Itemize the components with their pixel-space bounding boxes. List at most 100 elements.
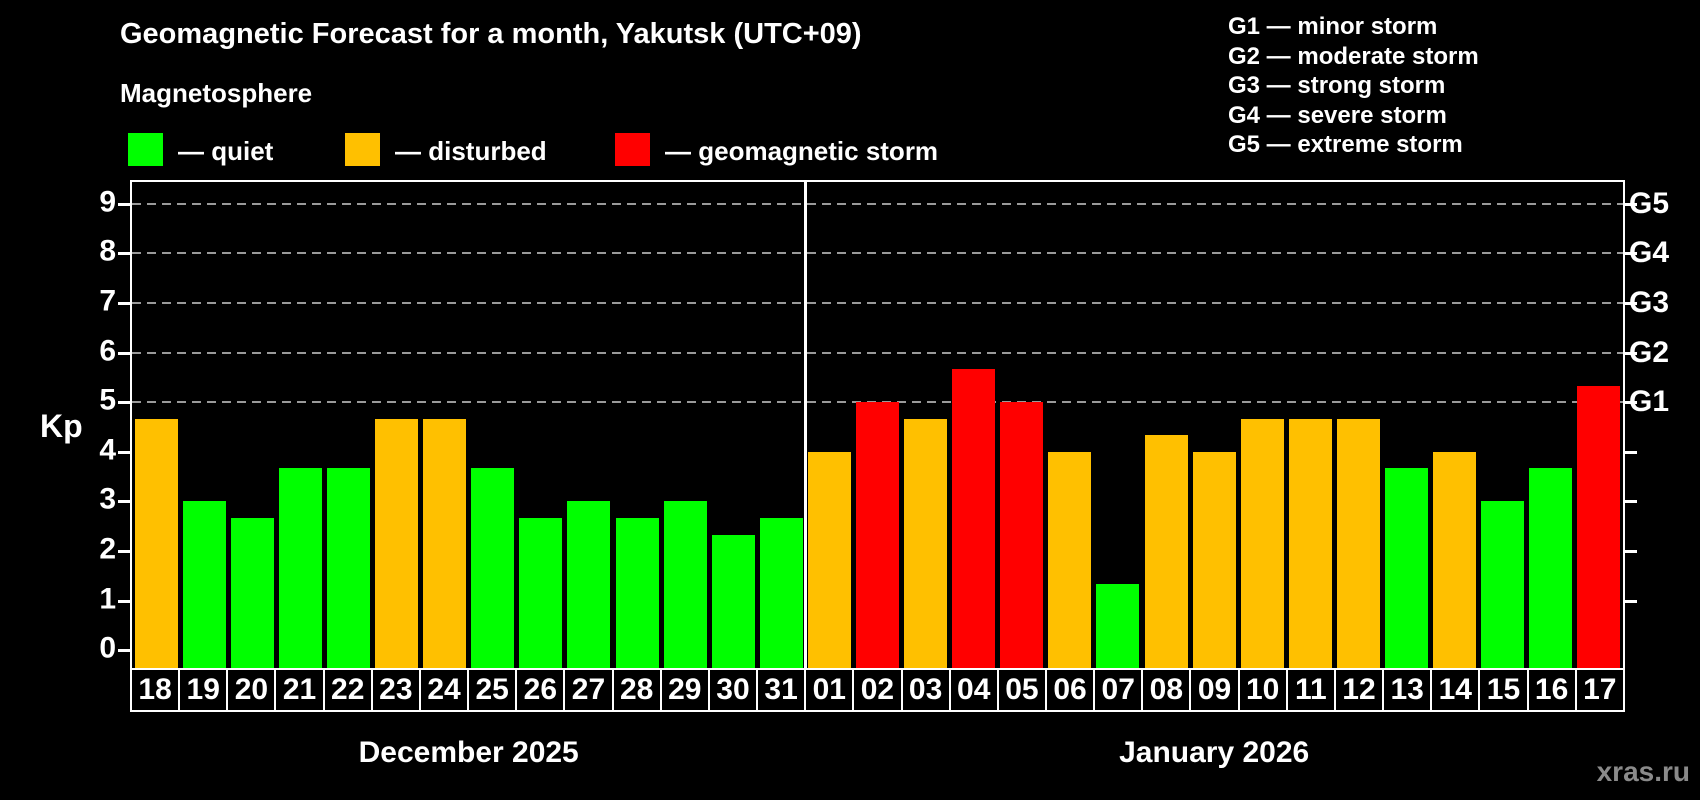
y-tick-label-5: 5	[99, 383, 116, 417]
right-tick-3	[1625, 500, 1637, 504]
y-tick-label-2: 2	[99, 532, 116, 566]
y-tick-label-0: 0	[99, 631, 116, 665]
kp-bar-10	[1240, 418, 1284, 668]
month-separator-line	[803, 182, 807, 668]
day-label-03: 03	[900, 668, 951, 712]
kp-bar-31	[759, 517, 803, 668]
y-axis-label: Kp	[40, 408, 83, 444]
gridline-kp8	[132, 252, 1623, 255]
kp-bar-06	[1048, 451, 1092, 668]
g2-legend-line: G2 — moderate storm	[1228, 42, 1479, 70]
day-label-06: 06	[1044, 668, 1096, 712]
y-tick-9	[118, 202, 130, 206]
gridline-kp6	[132, 351, 1623, 354]
kp-bar-02	[856, 402, 899, 668]
y-tick-0	[118, 649, 130, 653]
y-tick-label-7: 7	[99, 284, 116, 318]
kp-bar-12	[1336, 418, 1380, 668]
g-axis-label-G1: G1	[1629, 385, 1670, 419]
right-tick-7	[1625, 302, 1637, 305]
kp-bar-11	[1288, 418, 1332, 668]
day-label-09: 09	[1189, 668, 1240, 712]
month-label-december: December 2025	[358, 736, 579, 769]
day-label-26: 26	[515, 668, 566, 712]
day-label-29: 29	[659, 668, 710, 712]
y-tick-2	[118, 549, 130, 553]
day-label-17: 17	[1574, 668, 1625, 712]
g5-legend-line: G5 — extreme storm	[1228, 131, 1463, 158]
day-label-05: 05	[996, 668, 1047, 712]
kp-bar-20	[230, 517, 274, 668]
right-tick-9	[1625, 202, 1637, 206]
quiet-legend-label: — quiet	[178, 136, 274, 166]
y-tick-label-6: 6	[99, 334, 116, 368]
kp-bar-26	[519, 517, 563, 668]
y-tick-6	[118, 351, 130, 355]
day-label-28: 28	[611, 668, 662, 712]
kp-bar-25	[471, 468, 515, 668]
y-tick-3	[118, 500, 130, 504]
gridline-kp7	[132, 302, 1623, 304]
right-tick-5	[1625, 401, 1637, 405]
day-label-11: 11	[1285, 668, 1336, 712]
kp-bar-24	[423, 418, 467, 668]
day-label-30: 30	[707, 668, 759, 712]
kp-bar-09	[1192, 451, 1236, 668]
kp-bar-16	[1529, 468, 1573, 668]
disturbed-legend-label: — disturbed	[395, 136, 547, 166]
plot-area: 0 1 2 3 4 5 6 7 8 9 G1 G2 G3 G4 G5	[99, 180, 1669, 668]
y-tick-label-9: 9	[99, 185, 116, 219]
quiet-legend-swatch	[128, 133, 163, 166]
day-label-25: 25	[467, 668, 518, 712]
day-label-02: 02	[852, 668, 903, 712]
kp-bar-21	[278, 468, 322, 668]
y-tick-label-8: 8	[99, 235, 116, 269]
kp-bar-30	[711, 534, 755, 668]
kp-bar-01	[807, 451, 851, 668]
gridline-kp9	[132, 202, 1623, 205]
y-tick-1	[118, 599, 130, 603]
day-label-22: 22	[322, 668, 373, 712]
kp-bar-18	[134, 418, 178, 668]
kp-bar-28	[615, 517, 659, 668]
y-tick-4	[118, 450, 130, 454]
day-label-20: 20	[226, 668, 277, 712]
day-label-07: 07	[1093, 668, 1144, 712]
kp-bar-29	[663, 501, 707, 668]
g-axis-label-G5: G5	[1629, 186, 1670, 220]
day-label-21: 21	[274, 668, 325, 712]
watermark: xras.ru	[1596, 756, 1690, 787]
kp-bar-15	[1481, 501, 1525, 668]
chart-subtitle: Magnetosphere	[120, 78, 313, 108]
day-label-08: 08	[1141, 668, 1192, 712]
day-label-01: 01	[804, 668, 855, 712]
g-scale-legend: G1 — minor storm G2 — moderate storm G3 …	[1228, 12, 1479, 160]
y-tick-8	[118, 252, 130, 256]
y-tick-7	[118, 302, 130, 305]
y-tick-label-3: 3	[99, 482, 116, 516]
g4-legend-line: G4 — severe storm	[1228, 101, 1447, 129]
day-label-24: 24	[418, 668, 470, 712]
day-label-04: 04	[948, 668, 999, 712]
kp-bar-22	[326, 468, 370, 668]
y-tick-5	[118, 401, 130, 405]
day-label-12: 12	[1333, 668, 1385, 712]
day-label-10: 10	[1237, 668, 1288, 712]
day-label-14: 14	[1430, 668, 1481, 712]
day-label-13: 13	[1382, 668, 1433, 712]
g-axis-label-G2: G2	[1629, 335, 1670, 369]
right-tick-4	[1625, 450, 1637, 454]
day-label-16: 16	[1526, 668, 1577, 712]
storm-legend-swatch	[615, 133, 650, 166]
kp-bar-04	[952, 368, 996, 668]
kp-bar-14	[1433, 451, 1477, 668]
storm-legend-label: — geomagnetic storm	[665, 136, 939, 166]
g3-legend-line: G3 — strong storm	[1228, 72, 1446, 99]
month-label-january: January 2026	[1119, 736, 1310, 769]
kp-bar-08	[1144, 435, 1188, 668]
chart-title: Geomagnetic Forecast for a month, Yakuts…	[120, 18, 862, 50]
day-label-23: 23	[370, 668, 421, 712]
g1-legend-line: G1 — minor storm	[1228, 13, 1438, 40]
day-label-31: 31	[756, 668, 807, 712]
